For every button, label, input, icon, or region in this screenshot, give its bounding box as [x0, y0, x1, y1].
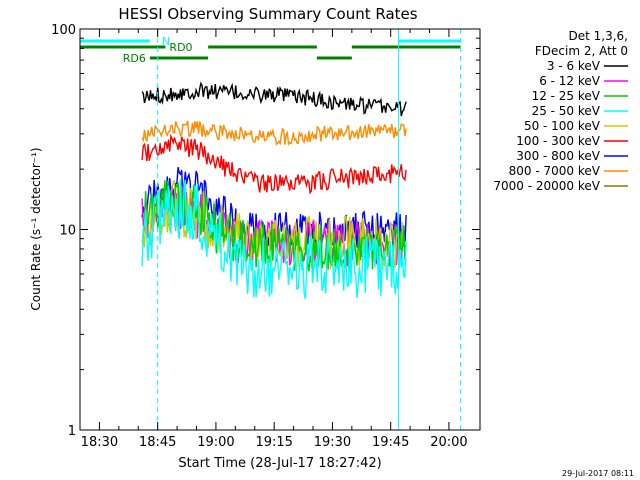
- legend-entry-label: 800 - 7000 keV: [509, 164, 601, 178]
- series-line: [141, 81, 407, 117]
- status-bar-label: RD6: [123, 52, 146, 65]
- legend-entry-label: 100 - 300 keV: [516, 134, 600, 148]
- legend-header: FDecim 2, Att 0: [535, 44, 628, 58]
- legend-entry-label: 7000 - 20000 keV: [493, 179, 600, 193]
- axes: 18:30 18:45 19:00 19:15 19:30 19:45 20:00 1 10 10…: [51, 23, 481, 450]
- legend-header: Det 1,3,6,: [569, 29, 629, 43]
- series-group: [141, 81, 407, 300]
- x-tick-label: 20:00: [430, 435, 467, 450]
- x-tick-label: 19:30: [314, 435, 351, 450]
- legend-entry-label: 6 - 12 keV: [539, 74, 601, 88]
- x-tick-label: 19:15: [255, 435, 292, 450]
- status-bars: N RD0 RD6: [80, 35, 461, 65]
- series-line: [141, 179, 407, 300]
- y-tick-label: 100: [51, 23, 76, 38]
- legend-entry-label: 12 - 25 keV: [532, 89, 601, 103]
- x-tick-label: 18:45: [139, 435, 176, 450]
- x-tick-label: 19:00: [197, 435, 234, 450]
- x-axis-label: Start Time (28-Jul-17 18:27:42): [178, 456, 381, 471]
- footer-timestamp: 29-Jul-2017 08:11: [562, 469, 634, 478]
- legend-entry-label: 50 - 100 keV: [524, 119, 601, 133]
- y-axis-label: Count Rate (s⁻¹ detector⁻¹): [29, 147, 43, 310]
- chart-title: HESSI Observing Summary Count Rates: [118, 5, 417, 23]
- series-line: [141, 133, 407, 195]
- legend-entry-label: 3 - 6 keV: [547, 59, 601, 73]
- x-tick-label: 19:45: [372, 435, 409, 450]
- status-bar-label: RD0: [169, 41, 192, 54]
- y-tick-label: 1: [68, 424, 76, 439]
- series-line: [141, 120, 407, 146]
- status-bar-label: N: [162, 35, 170, 48]
- x-tick-label: 18:30: [81, 435, 118, 450]
- legend-entry-label: 300 - 800 keV: [516, 149, 600, 163]
- legend-entry-label: 25 - 50 keV: [532, 104, 601, 118]
- y-tick-label: 10: [59, 224, 76, 239]
